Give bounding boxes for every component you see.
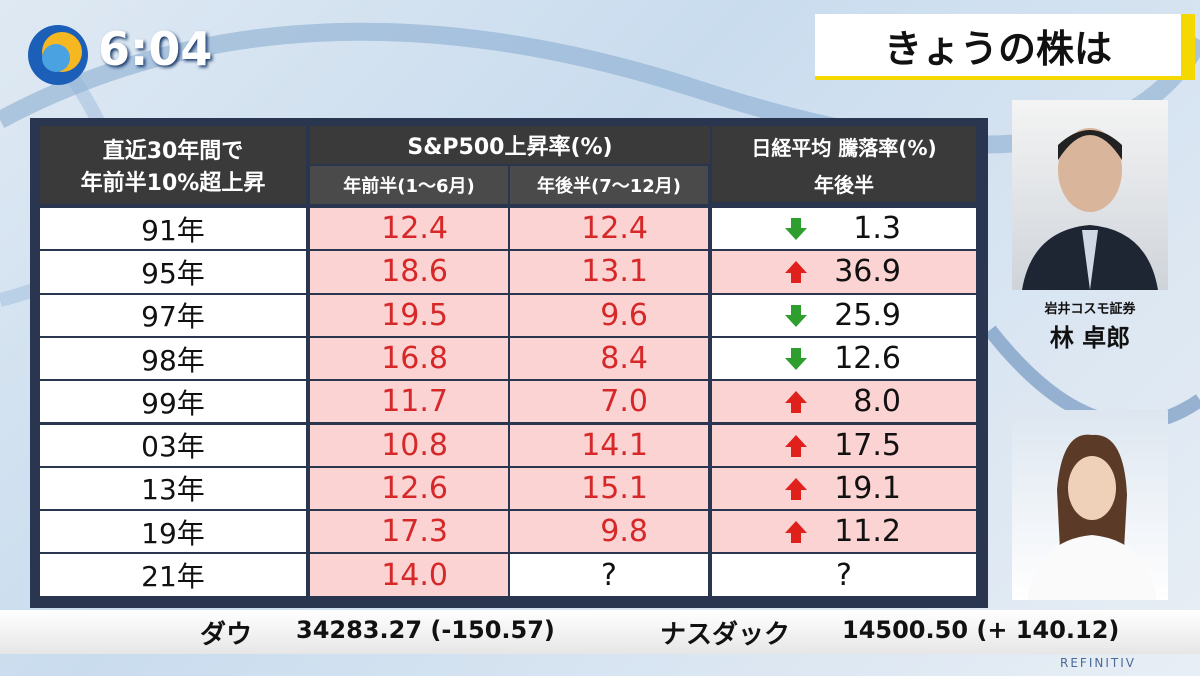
header-nikkei: 日経平均 騰落率(%) <box>712 126 976 166</box>
sp500-h2: 15.1 <box>510 467 708 510</box>
ticker-value: 14500.50 (+ 140.12) <box>842 616 1120 644</box>
row-year: 19年 <box>40 511 306 553</box>
header-nikkei-sub: 年後半 <box>712 164 976 202</box>
row-year: 99年 <box>40 381 306 423</box>
arrow-down <box>785 347 807 370</box>
guest-company: 岩井コスモ証券 <box>1044 302 1136 317</box>
nikkei-value: ? <box>712 554 976 596</box>
nikkei-value: 17.5 <box>712 424 976 466</box>
sp500-h2: 12.4 <box>510 208 708 250</box>
row-year: 03年 <box>40 424 306 466</box>
sp500-h1: 19.5 <box>310 294 508 336</box>
arrow-up <box>785 477 807 500</box>
header-line: 年前半10%超上昇 <box>80 171 266 196</box>
guest-name: 林 卓郎 <box>1049 324 1131 352</box>
nikkei-value: 1.3 <box>712 208 976 250</box>
sp500-h1: 18.6 <box>310 251 508 293</box>
ticker-bar <box>0 610 1200 654</box>
sp500-h1: 10.8 <box>310 424 508 466</box>
nikkei-value: 11.2 <box>712 511 976 553</box>
arrow-up <box>785 521 807 544</box>
row-year: 13年 <box>40 467 306 510</box>
sp500-h1: 12.4 <box>310 208 508 250</box>
ticker-label: ナスダック <box>660 620 791 650</box>
nikkei-value: 25.9 <box>712 294 976 336</box>
arrow-down <box>785 304 807 327</box>
table-panel: 直近30年間で 年前半10%超上昇 S&P500上昇率(%) 年前半(1～6月) 年後半… <box>30 118 988 608</box>
sp500-h2: 7.0 <box>510 381 708 423</box>
clock: 6:04 <box>98 22 213 76</box>
nikkei-value: 19.1 <box>712 467 976 510</box>
sp500-h2: 9.8 <box>510 511 708 553</box>
row-year: 95年 <box>40 251 306 293</box>
row-year: 97年 <box>40 294 306 336</box>
sp500-h2: 13.1 <box>510 251 708 293</box>
row-year: 91年 <box>40 208 306 250</box>
nikkei-value: 36.9 <box>712 251 976 293</box>
row-year: 21年 <box>40 554 306 596</box>
row-year: 98年 <box>40 337 306 380</box>
arrow-up <box>785 261 807 284</box>
ticker-value: 34283.27 (-150.57) <box>296 616 555 644</box>
sp500-h2: 14.1 <box>510 424 708 466</box>
header-sp500: S&P500上昇率(%) <box>310 126 710 164</box>
nikkei-value: 8.0 <box>712 381 976 423</box>
sp500-h1: 11.7 <box>310 381 508 423</box>
header-sp500-h1: 年前半(1～6月) <box>310 166 508 204</box>
sp500-h2: 9.6 <box>510 294 708 336</box>
arrow-up <box>785 391 807 414</box>
header-sp500-h2: 年後半(7～12月) <box>510 166 708 204</box>
header-label: 直近30年間で 年前半10%超上昇 <box>40 126 306 204</box>
nikkei-value: 12.6 <box>712 337 976 380</box>
header-line: 直近30年間で <box>102 139 244 164</box>
arrow-down <box>785 218 807 240</box>
sp500-h1: 14.0 <box>310 554 508 596</box>
sp500-h1: 17.3 <box>310 511 508 553</box>
sp500-h2: 8.4 <box>510 337 708 380</box>
sp500-h1: 16.8 <box>310 337 508 380</box>
guest-photo <box>1012 100 1168 290</box>
arrow-up <box>785 434 807 457</box>
sp500-h1: 12.6 <box>310 467 508 510</box>
logo: REFINITIV <box>1060 656 1136 670</box>
ticker-label: ダウ <box>200 620 253 650</box>
anchor-photo <box>1012 410 1168 600</box>
sp500-h2: ? <box>510 554 708 596</box>
banner: きょうの株は <box>815 14 1195 80</box>
